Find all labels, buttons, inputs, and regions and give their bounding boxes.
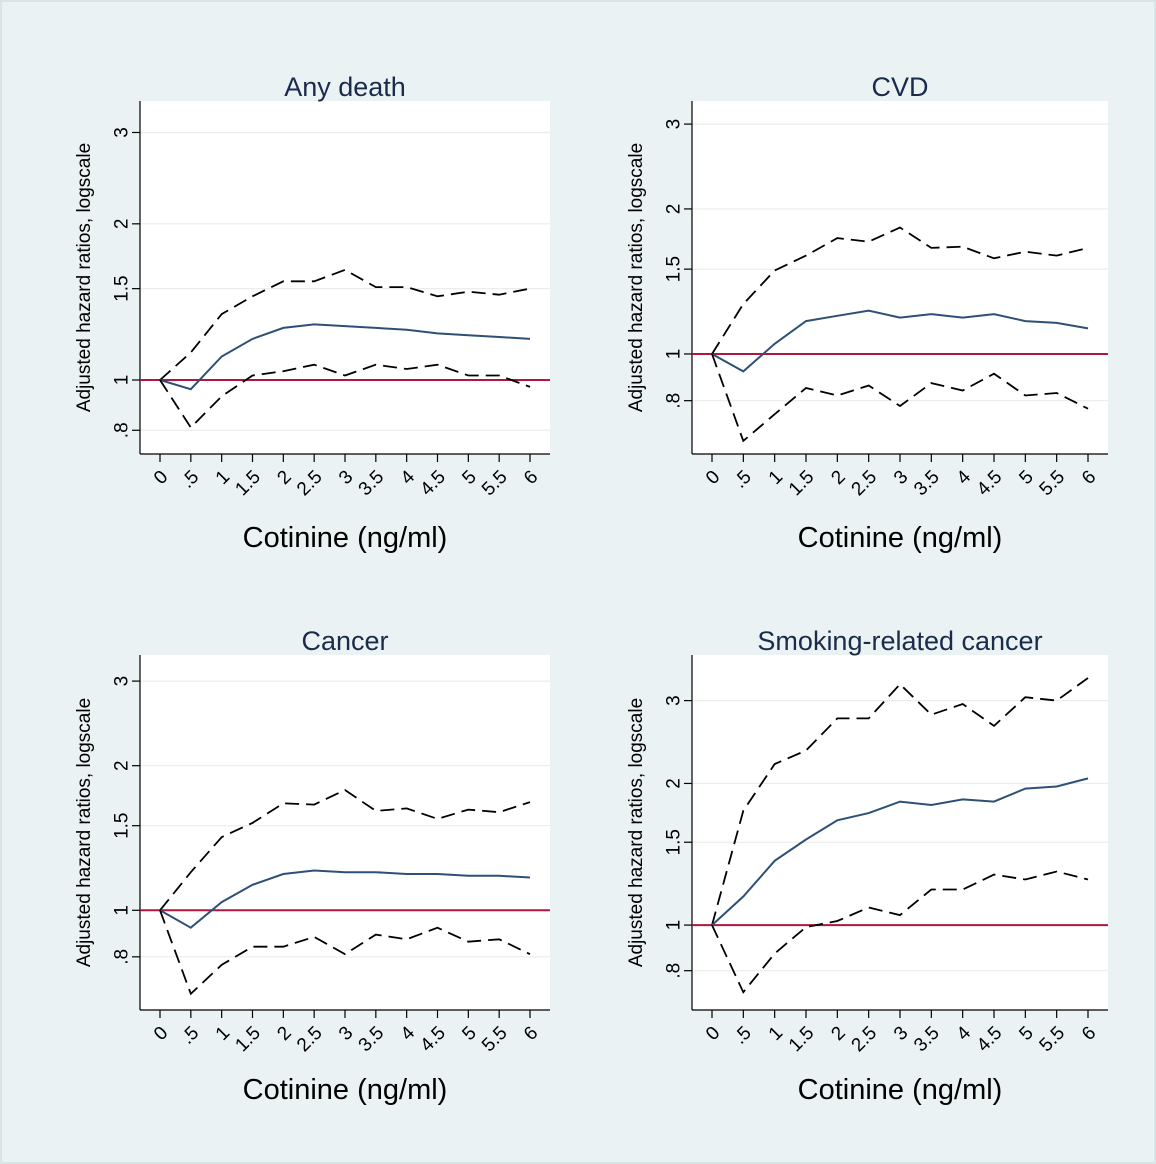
- series-lower-ci: [159, 363, 531, 429]
- x-axis-title: Cotinine (ng/ml): [798, 522, 1003, 554]
- series-upper-ci: [159, 788, 531, 911]
- panel-title: Any death: [284, 72, 406, 102]
- x-axis-title: Cotinine (ng/ml): [243, 522, 448, 554]
- y-tick-label: 3: [664, 119, 685, 130]
- y-axis-title: Adjusted hazard ratios, logscale: [74, 143, 95, 412]
- y-tick-label: 1.5: [112, 812, 133, 838]
- y-tick-label: .8: [112, 949, 133, 965]
- y-tick-label: 1.5: [664, 256, 685, 282]
- y-tick-label: 1.5: [112, 275, 133, 301]
- y-tick-label: .8: [664, 963, 685, 979]
- plot-background: [692, 101, 1108, 454]
- plot-background: [692, 655, 1108, 1010]
- series-lower-ci: [159, 909, 531, 996]
- y-tick-label: .8: [664, 393, 685, 409]
- y-axis-title: Adjusted hazard ratios, logscale: [626, 143, 647, 412]
- x-axis-title: Cotinine (ng/ml): [243, 1074, 448, 1106]
- y-tick-label: 3: [112, 676, 133, 687]
- panel-title: CVD: [871, 72, 928, 102]
- series-estimate: [159, 869, 531, 929]
- x-axis-title: Cotinine (ng/ml): [798, 1074, 1003, 1106]
- series-estimate: [159, 323, 531, 391]
- y-tick-label: 2: [664, 204, 685, 215]
- y-tick-label: 1: [112, 905, 133, 916]
- y-tick-label: 2: [112, 219, 133, 230]
- series-estimate: [711, 777, 1089, 926]
- y-tick-label: .8: [112, 422, 133, 438]
- series-estimate: [711, 309, 1089, 373]
- panel-title: Smoking-related cancer: [757, 626, 1042, 656]
- panel-title: Cancer: [301, 626, 388, 656]
- y-tick-label: 1: [112, 375, 133, 386]
- y-axis-title: Adjusted hazard ratios, logscale: [626, 698, 647, 967]
- plot-background: [140, 655, 550, 1010]
- plot-background: [140, 101, 550, 454]
- y-tick-label: 3: [112, 127, 133, 138]
- series-upper-ci: [159, 268, 531, 381]
- y-tick-label: 1.5: [664, 829, 685, 855]
- series-lower-ci: [711, 353, 1089, 443]
- y-tick-label: 2: [112, 760, 133, 771]
- y-axis-title: Adjusted hazard ratios, logscale: [74, 698, 95, 967]
- y-tick-label: 2: [664, 778, 685, 789]
- series-upper-ci: [711, 226, 1089, 355]
- y-tick-label: 1: [664, 920, 685, 931]
- y-tick-label: 1: [664, 349, 685, 360]
- series-upper-ci: [711, 677, 1089, 926]
- series-lower-ci: [711, 870, 1089, 994]
- y-tick-label: 3: [664, 695, 685, 706]
